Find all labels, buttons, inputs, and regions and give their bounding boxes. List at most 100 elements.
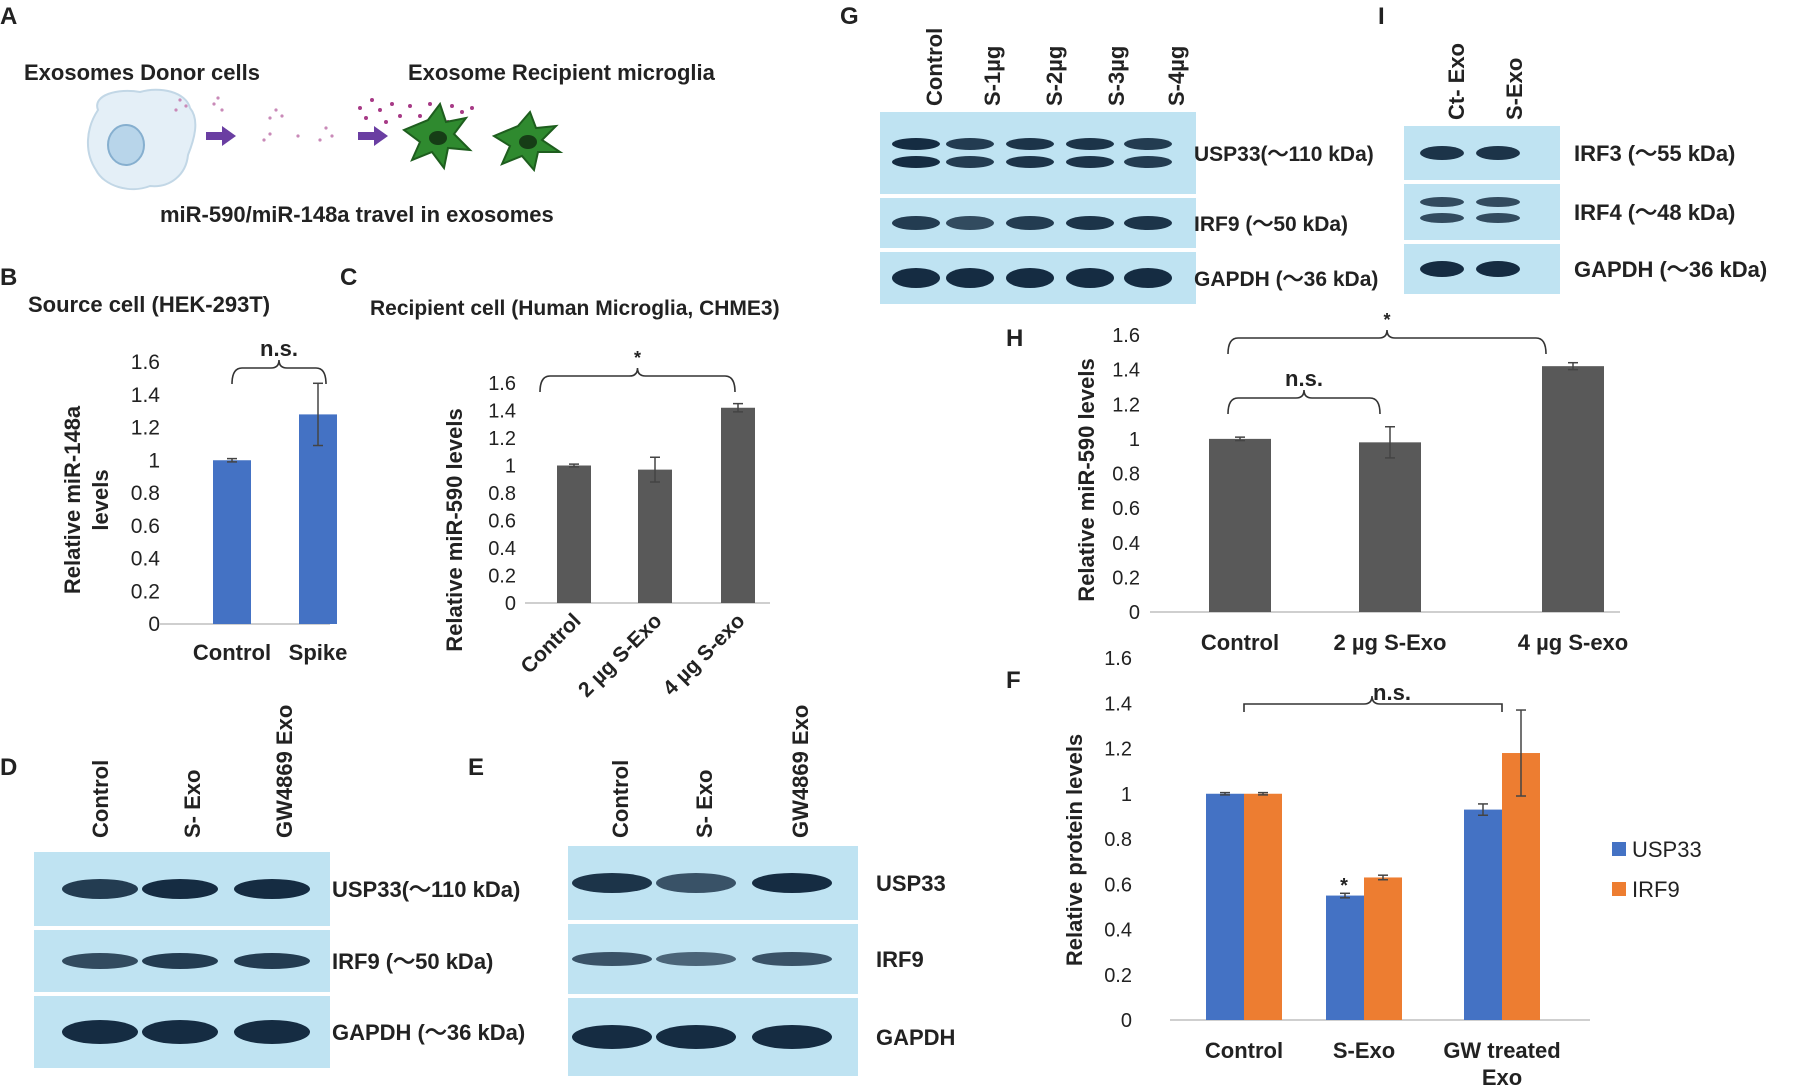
y-axis-label: Relative miR-590 levels (442, 408, 467, 651)
lane-label: Control (88, 760, 113, 838)
protein-band (752, 952, 832, 966)
panel-b: B Source cell (HEK-293T) 0 0.2 0.4 0.6 0.8 1 1… (0, 264, 347, 665)
y-tick-label: 0 (505, 593, 516, 615)
protein-band (572, 1025, 652, 1049)
lane-label: S-1µg (980, 46, 1005, 106)
lane-label: S-Exo (1502, 58, 1527, 120)
lane-label: GW4869 Exo (788, 705, 813, 838)
protein-band (234, 879, 310, 899)
panel-letter-f: F (1006, 667, 1021, 694)
protein-band (234, 1020, 310, 1044)
protein-band (1476, 261, 1520, 277)
x-tick-label-line: Exo (1482, 1065, 1522, 1090)
significance-bracket (539, 367, 736, 393)
y-tick-label: 1.6 (131, 351, 160, 374)
y-tick-label: 0 (1129, 602, 1140, 624)
band-label: GAPDH (～36 kDa) (332, 1020, 525, 1045)
band-label: GAPDH (～36 kDa) (1194, 268, 1378, 291)
significance-label: n.s. (1285, 366, 1323, 391)
lane-label: Control (608, 760, 633, 838)
bar (1464, 809, 1502, 1020)
y-tick-label: 1.6 (488, 373, 516, 395)
y-tick-label: 1.4 (1104, 693, 1132, 715)
bar (1502, 753, 1540, 1020)
y-tick-label: 0.6 (131, 515, 160, 538)
panel-a: A Exosomes Donor cells Exosome Recipient… (0, 3, 716, 227)
chart-h: 0 0.2 0.4 0.6 0.8 1 1.2 1.4 1.6 Relative miR-590 … (1074, 310, 1628, 655)
y-tick-label: 1 (148, 449, 160, 472)
y-axis-label: Relative miR-148a levels (60, 405, 113, 594)
x-tick-label-line: GW treated (1443, 1038, 1560, 1063)
exosome-particles (174, 96, 334, 142)
bar (1364, 877, 1402, 1020)
legend-label: IRF9 (1632, 877, 1680, 902)
bar (638, 469, 672, 603)
lane-label: S-2µg (1042, 46, 1067, 106)
protein-band (892, 156, 940, 168)
lane-label: GW4869 Exo (272, 705, 297, 838)
x-tick-label: 4 µg S-exo (1518, 630, 1628, 655)
y-tick-label: 0.4 (1104, 920, 1132, 942)
x-tick-label: 2 µg S-Exo (574, 609, 666, 701)
legend-swatch (1612, 882, 1626, 896)
protein-band (656, 1025, 736, 1049)
panel-letter-i: I (1378, 3, 1385, 30)
panel-letter-a: A (0, 3, 17, 30)
protein-band (1420, 261, 1464, 277)
protein-band (946, 216, 994, 230)
lane-label: S- Exo (180, 770, 205, 838)
blot-d: Control S- Exo GW4869 Exo USP33(～110 kDa) IR… (34, 705, 525, 1068)
bar (1326, 895, 1364, 1020)
x-tick-label: S-Exo (1333, 1038, 1395, 1063)
protein-band (142, 953, 218, 969)
significance-label: * (1383, 310, 1390, 330)
protein-band (142, 1020, 218, 1044)
chart-b: 0 0.2 0.4 0.6 0.8 1 1.2 1.4 1.6 Relative miR-148a… (60, 336, 347, 665)
blot-strip (1404, 184, 1560, 240)
protein-band (1006, 268, 1054, 288)
protein-band (946, 156, 994, 168)
protein-band (1006, 216, 1054, 230)
band-label: IRF3 (～55 kDa) (1574, 141, 1735, 166)
bar (1244, 793, 1282, 1020)
protein-band (1066, 138, 1114, 150)
significance-label: n.s. (1373, 680, 1411, 705)
protein-band (656, 873, 736, 893)
blot-g: Control S-1µg S-2µg S-3µg S-4µg USP33(～110 kD… (880, 28, 1378, 304)
protein-band (1006, 156, 1054, 168)
panel-letter-h: H (1006, 325, 1023, 352)
y-tick-label: 1.4 (1112, 360, 1140, 382)
y-tick-label: 0.2 (1112, 567, 1140, 589)
protein-band (62, 1020, 138, 1044)
y-tick-label: 0.8 (1104, 829, 1132, 851)
y-tick-label: 0.2 (488, 566, 516, 588)
band-label: USP33(～110 kDa) (1194, 143, 1374, 166)
y-tick-label: 0 (1121, 1010, 1132, 1032)
bar (557, 465, 591, 603)
protein-band (62, 879, 138, 899)
band-label: IRF4 (～48 kDa) (1574, 200, 1735, 225)
significance-bracket (1227, 329, 1547, 355)
y-tick-label: 0.8 (488, 483, 516, 505)
bar (721, 407, 755, 603)
donor-cells-label: Exosomes Donor cells (24, 60, 260, 85)
y-axis-label: Relative protein levels (1062, 734, 1087, 966)
x-tick-label: Spike (289, 640, 348, 665)
protein-band (1476, 146, 1520, 160)
protein-band (892, 268, 940, 288)
recipient-microglia-label: Exosome Recipient microglia (408, 60, 716, 85)
lane-label: Ct- Exo (1444, 43, 1469, 120)
panel-e: E Control S- Exo GW4869 Exo USP33 IRF9 GAPDH (468, 705, 955, 1076)
bar (1542, 366, 1604, 612)
y-tick-label: 1.2 (488, 428, 516, 450)
y-tick-label: 0 (148, 613, 160, 636)
microglia-cell-illustration (402, 101, 564, 173)
chart-title-c: Recipient cell (Human Microglia, CHME3) (370, 297, 780, 320)
y-tick-label: 0.4 (131, 548, 161, 571)
x-tick-label: 2 µg S-Exo (1334, 630, 1447, 655)
panel-f: F 0 0.2 0.4 0.6 0.8 1 1.2 1.4 1.6 Relative protei… (1006, 648, 1702, 1090)
protein-band (572, 952, 652, 966)
x-tick-label: GW treated Exo (1443, 1038, 1560, 1090)
